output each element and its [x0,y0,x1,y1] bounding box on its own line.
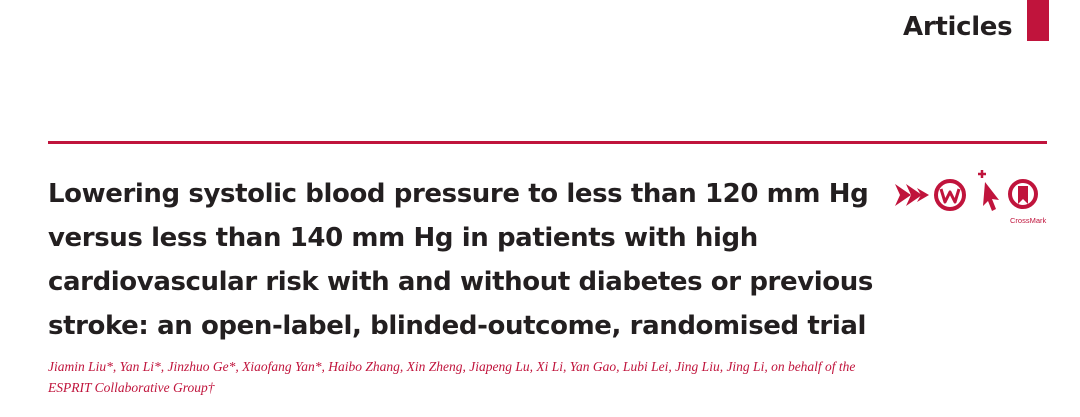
forward-arrows-icon[interactable] [893,180,933,210]
click-cursor-icon[interactable] [971,168,1005,214]
section-label: Articles [903,12,1013,42]
title-line: stroke: an open-label, blinded-outcome, … [48,311,866,341]
author-line: ESPRIT Collaborative Group† [48,380,215,395]
article-icons [893,170,1043,232]
author-line: Jiamin Liu*, Yan Li*, Jinzhuo Ge*, Xiaof… [48,359,856,374]
header-rule [48,141,1047,144]
section-tab [1027,0,1049,41]
web-w-icon[interactable] [933,178,967,212]
title-line: versus less than 140 mm Hg in patients w… [48,223,758,253]
title-line: Lowering systolic blood pressure to less… [48,179,869,209]
crossmark-icon[interactable] [1007,178,1039,212]
title-line: cardiovascular risk with and without dia… [48,267,873,297]
crossmark-label: CrossMark [1010,216,1047,225]
article-title: Lowering systolic blood pressure to less… [48,172,873,348]
author-list: Jiamin Liu*, Yan Li*, Jinzhuo Ge*, Xiaof… [48,356,948,398]
